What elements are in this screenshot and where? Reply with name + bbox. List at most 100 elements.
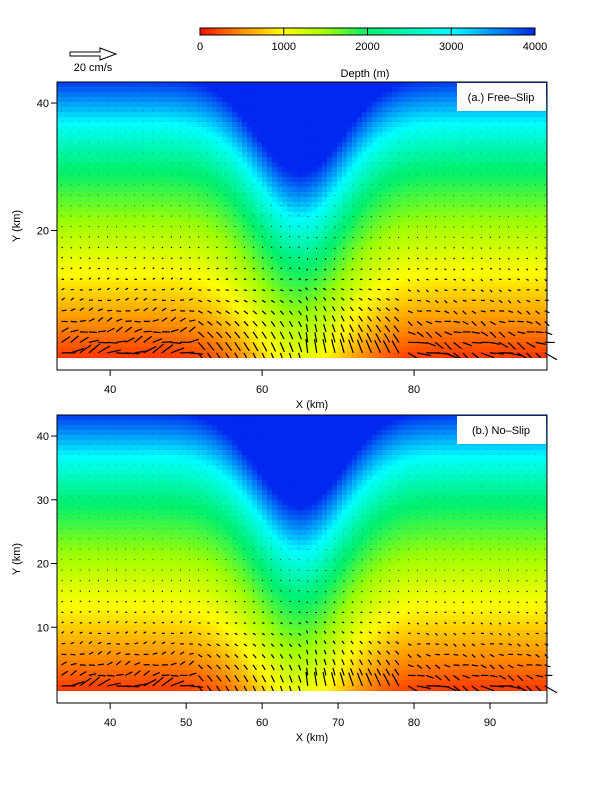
heatmap-cell bbox=[312, 177, 318, 183]
heatmap-cell bbox=[297, 247, 303, 253]
heatmap-cell bbox=[57, 212, 63, 218]
heatmap-cell bbox=[212, 287, 218, 293]
heatmap-cell bbox=[182, 107, 188, 113]
heatmap-cell bbox=[97, 122, 103, 128]
heatmap-cell bbox=[162, 237, 168, 243]
heatmap-cell bbox=[537, 237, 543, 243]
heatmap-cell bbox=[467, 147, 473, 153]
heatmap-cell bbox=[422, 317, 428, 323]
heatmap-cell bbox=[227, 187, 233, 193]
heatmap-cell bbox=[177, 282, 183, 288]
heatmap-cell bbox=[97, 97, 103, 103]
heatmap-cell bbox=[92, 327, 98, 333]
heatmap-cell bbox=[512, 237, 518, 243]
heatmap-cell bbox=[172, 167, 178, 173]
heatmap-cell bbox=[102, 167, 108, 173]
heatmap-cell bbox=[142, 147, 148, 153]
heatmap-cell bbox=[477, 237, 483, 243]
heatmap-cell bbox=[287, 112, 293, 118]
heatmap-cell bbox=[402, 247, 408, 253]
heatmap-cell bbox=[87, 197, 93, 203]
heatmap-cell bbox=[537, 317, 543, 323]
heatmap-cell bbox=[317, 262, 323, 268]
heatmap-cell bbox=[207, 212, 213, 218]
heatmap-cell bbox=[412, 112, 418, 118]
heatmap-cell bbox=[392, 142, 398, 148]
heatmap-cell bbox=[327, 82, 333, 88]
heatmap-cell bbox=[147, 242, 153, 248]
heatmap-cell bbox=[457, 312, 463, 318]
heatmap-cell bbox=[92, 177, 98, 183]
heatmap-cell bbox=[512, 312, 518, 318]
heatmap-cell bbox=[457, 127, 463, 133]
heatmap-cell bbox=[67, 267, 73, 273]
heatmap-cell bbox=[467, 122, 473, 128]
heatmap-cell bbox=[332, 242, 338, 248]
heatmap-cell bbox=[327, 332, 333, 338]
heatmap-cell bbox=[262, 87, 268, 93]
heatmap-cell bbox=[147, 187, 153, 193]
heatmap-cell bbox=[157, 322, 163, 328]
heatmap-cell bbox=[422, 247, 428, 253]
heatmap-cell bbox=[242, 237, 248, 243]
heatmap-cell bbox=[517, 247, 523, 253]
heatmap-cell bbox=[487, 307, 493, 313]
heatmap-cell bbox=[477, 117, 483, 123]
heatmap-cell bbox=[382, 197, 388, 203]
heatmap-cell bbox=[197, 217, 203, 223]
heatmap-cell bbox=[277, 317, 283, 323]
heatmap-cell bbox=[407, 242, 413, 248]
heatmap-cell bbox=[202, 257, 208, 263]
heatmap-cell bbox=[117, 217, 123, 223]
heatmap-cell bbox=[437, 142, 443, 148]
heatmap-cell bbox=[292, 182, 298, 188]
heatmap-cell bbox=[157, 227, 163, 233]
heatmap-cell bbox=[77, 237, 83, 243]
heatmap-cell bbox=[432, 117, 438, 123]
heatmap-cell bbox=[202, 237, 208, 243]
heatmap-cell bbox=[207, 227, 213, 233]
heatmap-cell bbox=[57, 242, 63, 248]
heatmap-cell bbox=[297, 222, 303, 228]
heatmap-cell bbox=[527, 297, 533, 303]
heatmap-cell bbox=[112, 332, 118, 338]
heatmap-cell bbox=[122, 207, 128, 213]
heatmap-cell bbox=[182, 197, 188, 203]
heatmap-cell bbox=[422, 192, 428, 198]
heatmap-cell bbox=[277, 227, 283, 233]
heatmap-cell bbox=[372, 307, 378, 313]
heatmap-cell bbox=[57, 207, 63, 213]
heatmap-cell bbox=[317, 152, 323, 158]
heatmap-cell bbox=[447, 167, 453, 173]
heatmap-cell bbox=[412, 292, 418, 298]
heatmap-cell bbox=[192, 262, 198, 268]
heatmap-cell bbox=[132, 307, 138, 313]
heatmap-cell bbox=[357, 132, 363, 138]
heatmap-cell bbox=[487, 222, 493, 228]
heatmap-cell bbox=[162, 182, 168, 188]
heatmap-cell bbox=[532, 167, 538, 173]
heatmap-cell bbox=[317, 102, 323, 108]
heatmap-cell bbox=[342, 307, 348, 313]
heatmap-cell bbox=[147, 202, 153, 208]
heatmap-cell bbox=[127, 307, 133, 313]
heatmap-cell bbox=[397, 332, 403, 338]
heatmap-cell bbox=[217, 142, 223, 148]
heatmap-cell bbox=[397, 107, 403, 113]
heatmap-cell bbox=[77, 147, 83, 153]
heatmap-cell bbox=[192, 82, 198, 88]
heatmap-cell bbox=[182, 132, 188, 138]
heatmap-cell bbox=[192, 277, 198, 283]
heatmap-cell bbox=[417, 202, 423, 208]
heatmap-cell bbox=[142, 212, 148, 218]
heatmap-cell bbox=[72, 177, 78, 183]
heatmap-cell bbox=[302, 277, 308, 283]
heatmap-cell bbox=[242, 317, 248, 323]
heatmap-cell bbox=[352, 152, 358, 158]
heatmap-cell bbox=[262, 267, 268, 273]
heatmap-cell bbox=[97, 207, 103, 213]
heatmap-cell bbox=[102, 257, 108, 263]
heatmap-cell bbox=[427, 237, 433, 243]
heatmap-cell bbox=[112, 322, 118, 328]
heatmap-cell bbox=[167, 157, 173, 163]
